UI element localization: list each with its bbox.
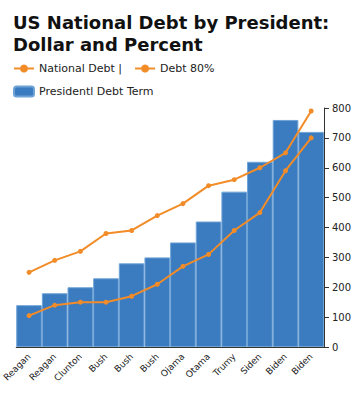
- svg-text:National Debt |: National Debt |: [39, 62, 122, 75]
- svg-text:300: 300: [332, 252, 351, 263]
- svg-text:US National Debt by President:: US National Debt by President:: [13, 12, 329, 33]
- svg-text:Reagan: Reagan: [2, 351, 33, 382]
- svg-text:Reagan: Reagan: [27, 351, 59, 383]
- svg-text:700: 700: [332, 132, 351, 143]
- svg-text:100: 100: [332, 312, 351, 323]
- svg-text:Bush: Bush: [138, 351, 161, 374]
- svg-text:Clunton: Clunton: [52, 351, 84, 383]
- svg-text:Bush: Bush: [112, 351, 135, 374]
- svg-text:Siden: Siden: [239, 351, 264, 376]
- svg-text:Bush: Bush: [87, 351, 110, 374]
- svg-text:0: 0: [332, 342, 338, 353]
- svg-text:Biden: Biden: [264, 351, 289, 376]
- svg-text:Presidentl Debt Term: Presidentl Debt Term: [39, 85, 154, 98]
- svg-text:Otama: Otama: [184, 351, 213, 380]
- svg-text:Ojama: Ojama: [159, 351, 187, 379]
- svg-text:Dollar and Percent: Dollar and Percent: [13, 34, 203, 55]
- svg-text:Debt 80%: Debt 80%: [160, 62, 214, 75]
- svg-text:800: 800: [332, 103, 351, 114]
- svg-text:500: 500: [332, 192, 351, 203]
- svg-text:600: 600: [332, 162, 351, 173]
- svg-text:200: 200: [332, 282, 351, 293]
- svg-text:400: 400: [332, 222, 351, 233]
- svg-text:Trumy: Trumy: [210, 351, 238, 379]
- svg-text:Biden: Biden: [290, 351, 315, 376]
